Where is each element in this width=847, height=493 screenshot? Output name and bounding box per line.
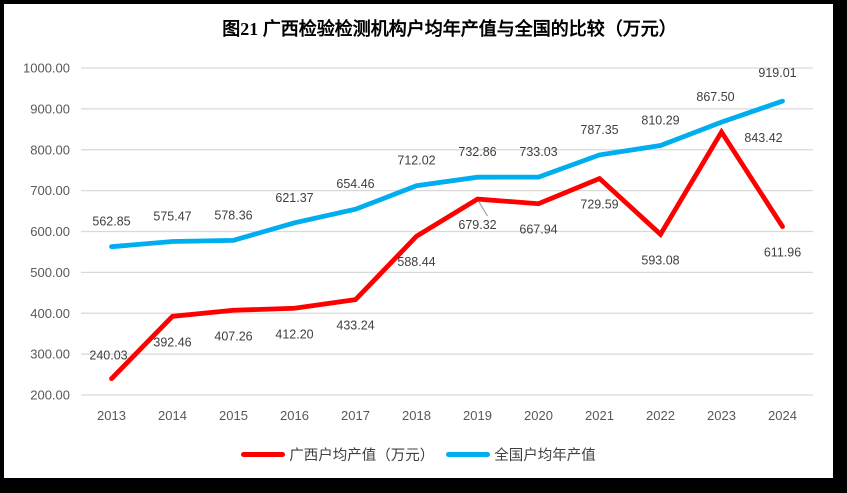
legend-item-national: 全国户均年产值: [446, 444, 596, 465]
data-label: 810.29: [641, 114, 679, 128]
data-label: 667.94: [519, 223, 557, 237]
x-axis-tick-label: 2019: [463, 408, 492, 423]
x-axis-tick-label: 2017: [341, 408, 370, 423]
data-label: 593.08: [641, 253, 679, 267]
data-label: 919.01: [758, 66, 796, 80]
data-label: 654.46: [336, 177, 374, 191]
chart-legend: 广西户均产值（万元） 全国户均年产值: [4, 444, 833, 465]
legend-swatch-red-line: [241, 452, 286, 457]
data-label: 787.35: [580, 123, 618, 137]
y-axis-tick-label: 800.00: [30, 142, 70, 157]
x-axis-tick-label: 2024: [768, 408, 797, 423]
x-axis-tick-label: 2013: [97, 408, 126, 423]
data-label: 867.50: [696, 90, 734, 104]
y-axis-tick-label: 200.00: [30, 388, 70, 403]
x-axis-tick-label: 2016: [280, 408, 309, 423]
legend-swatch-blue-line: [446, 452, 491, 457]
y-axis-tick-label: 400.00: [30, 306, 70, 321]
data-label: 392.46: [153, 335, 191, 349]
data-label: 732.86: [458, 145, 496, 159]
data-label: 588.44: [397, 255, 435, 269]
y-axis-tick-label: 1000.00: [23, 61, 70, 76]
x-axis-tick-label: 2020: [524, 408, 553, 423]
legend-item-guangxi: 广西户均产值（万元）: [241, 444, 434, 465]
data-label: 712.02: [397, 154, 435, 168]
data-label-leader-line: [477, 200, 489, 217]
data-label: 578.36: [214, 208, 252, 222]
data-label: 843.42: [744, 131, 782, 145]
x-axis-tick-label: 2014: [158, 408, 187, 423]
legend-label-national: 全国户均年产值: [494, 448, 596, 464]
data-label: 621.37: [275, 191, 313, 205]
y-axis-tick-label: 500.00: [30, 265, 70, 280]
x-axis-tick-label: 2022: [646, 408, 675, 423]
chart-title: 图21 广西检验检测机构户均年产值与全国的比较（万元）: [222, 19, 677, 39]
data-label: 733.03: [519, 145, 557, 159]
y-axis-tick-label: 900.00: [30, 101, 70, 116]
chart-container: 图21 广西检验检测机构户均年产值与全国的比较（万元） 200.00 300.00…: [4, 4, 833, 478]
data-label: 679.32: [458, 218, 496, 232]
data-label: 412.20: [275, 327, 313, 341]
y-axis-tick-label: 700.00: [30, 183, 70, 198]
data-label: 562.85: [92, 215, 130, 229]
x-axis-tick-label: 2023: [707, 408, 736, 423]
data-label: 611.96: [764, 246, 801, 260]
series-line-national: [109, 98, 785, 250]
data-label: 433.24: [336, 319, 374, 333]
data-label: 575.47: [153, 210, 191, 224]
chart-plot-canvas: 200.00 300.00 400.00 500.00 600.00 700.00 800.…: [23, 61, 813, 423]
y-axis-tick-label: 600.00: [30, 224, 70, 239]
x-axis-tick-label: 2021: [585, 408, 614, 423]
x-axis-tick-label: 2018: [402, 408, 431, 423]
y-axis-tick-label: 300.00: [30, 347, 70, 362]
x-axis-tick-label: 2015: [219, 408, 248, 423]
data-label: 240.03: [89, 349, 127, 363]
series-line-guangxi: [109, 127, 785, 382]
data-label: 729.59: [580, 198, 618, 212]
legend-label-guangxi: 广西户均产值（万元）: [289, 448, 435, 464]
data-label: 407.26: [214, 329, 252, 343]
